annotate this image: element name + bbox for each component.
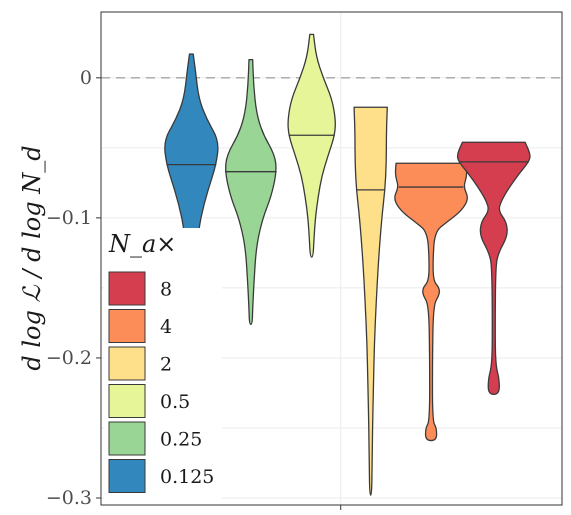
violin-2	[353, 106, 388, 496]
legend-title: N_a×	[108, 230, 176, 258]
legend-key-0_125	[108, 459, 146, 493]
violin-0_5	[287, 33, 336, 258]
plot-panel-border	[100, 11, 563, 506]
legend-label: 0.125	[160, 466, 214, 488]
legend: N_a× 8 4 2 0.5 0.25 0.125	[104, 228, 222, 500]
y-axis: 0 −0.1 −0.2 −0.3	[46, 67, 101, 509]
y-tick-label: −0.2	[46, 347, 92, 369]
legend-label: 8	[160, 279, 172, 301]
y-tick-label: 0	[80, 67, 92, 89]
violin-8	[456, 141, 531, 396]
legend-key-0_5	[108, 384, 146, 418]
legend-label: 4	[160, 316, 172, 338]
legend-key-2	[108, 346, 146, 381]
y-tick-label: −0.1	[46, 207, 92, 229]
legend-label: 0.5	[160, 391, 190, 413]
y-tick-label: −0.3	[46, 487, 92, 509]
legend-key-8	[108, 271, 146, 306]
violin-0_25	[225, 58, 277, 325]
violin-4	[394, 162, 468, 442]
y-axis-label: d log ℒ / d log N_d	[18, 145, 46, 370]
legend-label: 0.25	[160, 429, 202, 451]
legend-key-4	[108, 309, 146, 343]
violins	[164, 33, 531, 496]
legend-label: 2	[160, 354, 172, 376]
legend-key-0_25	[108, 421, 146, 456]
